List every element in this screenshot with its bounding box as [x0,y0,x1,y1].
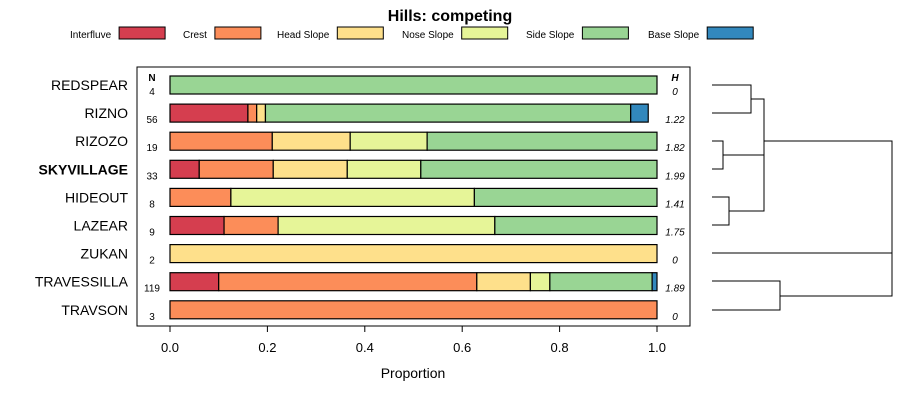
legend: Interfluve Crest Head Slope Nose Slope Side … [70,26,754,41]
h-values: 0 1.22 1.82 1.99 1.41 1.75 0 1.89 0 [665,87,685,323]
dendro-branch-hideout-lazear [712,196,730,226]
x-tick-label-4: 0.8 [551,340,569,355]
h-value-zukan: 0 [672,256,678,267]
row-label-zukan: ZUKAN [81,246,128,262]
x-tick-label-3: 0.6 [453,340,471,355]
h-value-rizno: 1.22 [665,115,685,126]
legend-label-nose-slope: Nose Slope [402,30,454,41]
bar-hideout-side-slope [473,187,658,207]
dendro-branch-travessilla-travson [712,280,781,311]
bar-hideout-nose-slope [230,187,475,207]
row-label-rizno: RIZNO [84,105,128,121]
h-value-travessilla: 1.89 [665,284,685,295]
bar-rizno-head-slope [256,103,267,123]
legend-label-base-slope: Base Slope [648,30,700,41]
x-axis: 0.0 0.2 0.4 0.6 0.8 1.0 [161,326,666,355]
bar-travessilla-crest [218,272,478,292]
n-value-rizozo: 19 [146,143,158,154]
row-label-rizozo: RIZOZO [75,133,128,149]
bar-rizno-crest [247,103,258,123]
bar-travessilla-nose-slope [529,272,551,292]
dendro-branch-zukan [712,140,893,254]
dendro-branch-rizozo-skyvillage [712,140,724,170]
bar-rizozo-side-slope [426,131,658,151]
legend-label-interfluve: Interfluve [70,30,112,41]
dendro-branch-redspear-rizno [712,84,752,114]
bar-skyvillage-nose-slope [346,159,422,179]
n-values: 4 56 19 33 8 9 2 119 3 [144,87,160,323]
n-column-header: N [148,73,155,84]
legend-swatch-base-slope [706,26,754,40]
x-tick-label-1: 0.2 [258,340,276,355]
row-label-redspear: REDSPEAR [51,77,128,93]
x-axis-label: Proportion [381,365,446,381]
row-label-skyvillage: SKYVILLAGE [39,161,128,177]
n-value-hideout: 8 [149,199,155,210]
legend-swatch-head-slope [336,26,384,40]
h-column-header: H [671,73,679,84]
legend-swatch-nose-slope [461,26,509,40]
dendro-branch-root [780,197,893,297]
bar-skyvillage-side-slope [420,159,658,179]
dendrogram [712,84,893,311]
bar-lazear-crest [223,215,279,236]
bar-lazear-side-slope [494,215,658,236]
h-value-redspear: 0 [672,87,678,98]
x-tick-label-5: 1.0 [648,340,666,355]
bar-rizno-base-slope [630,103,649,123]
bars-group [169,75,658,320]
n-value-lazear: 9 [149,228,155,239]
row-label-lazear: LAZEAR [74,218,128,234]
bar-rizozo-crest [169,131,273,151]
bar-rizozo-nose-slope [349,131,428,151]
row-label-hideout: HIDEOUT [65,189,128,205]
bar-travson-crest [169,300,658,320]
n-value-rizno: 56 [146,115,158,126]
bar-redspear-side-slope [169,75,658,95]
row-labels: REDSPEAR RIZNO RIZOZO SKYVILLAGE HIDEOUT LAZE… [35,77,129,318]
bar-skyvillage-crest [198,159,274,179]
h-value-skyvillage: 1.99 [665,171,685,182]
row-label-travessilla: TRAVESSILLA [35,274,129,290]
n-value-travessilla: 119 [144,284,160,295]
bar-skyvillage-head-slope [272,159,348,179]
x-tick-label-0: 0.0 [161,340,179,355]
bar-lazear-nose-slope [277,215,496,236]
legend-swatch-crest [214,26,262,40]
h-value-lazear: 1.75 [665,228,685,239]
h-value-travson: 0 [672,312,678,323]
n-value-zukan: 2 [149,256,155,267]
bar-travessilla-base-slope [651,272,658,292]
h-value-rizozo: 1.82 [665,143,685,154]
n-value-travson: 3 [149,312,155,323]
bar-travessilla-interfluve [169,272,220,292]
bar-rizozo-head-slope [271,131,351,151]
bar-travessilla-head-slope [476,272,531,292]
bar-skyvillage-interfluve [169,159,200,179]
legend-label-crest: Crest [183,30,207,41]
x-tick-label-2: 0.4 [356,340,374,355]
plot-panel [136,66,691,327]
bar-hideout-crest [169,187,232,207]
legend-label-head-slope: Head Slope [277,30,330,41]
bar-lazear-interfluve [169,215,225,236]
bar-rizno-side-slope [264,103,632,123]
bar-rizno-interfluve [169,103,249,123]
bar-travessilla-side-slope [549,272,653,292]
dendro-branch-upper-cluster [751,98,765,183]
h-value-hideout: 1.41 [665,199,684,210]
legend-swatch-interfluve [118,26,166,40]
bar-zukan-head-slope [169,244,658,264]
n-value-redspear: 4 [149,87,155,98]
chart-title: Hills: competing [388,8,512,25]
legend-label-side-slope: Side Slope [526,30,575,41]
legend-swatch-side-slope [581,26,629,40]
row-label-travson: TRAVSON [61,302,128,318]
n-value-skyvillage: 33 [146,171,158,182]
